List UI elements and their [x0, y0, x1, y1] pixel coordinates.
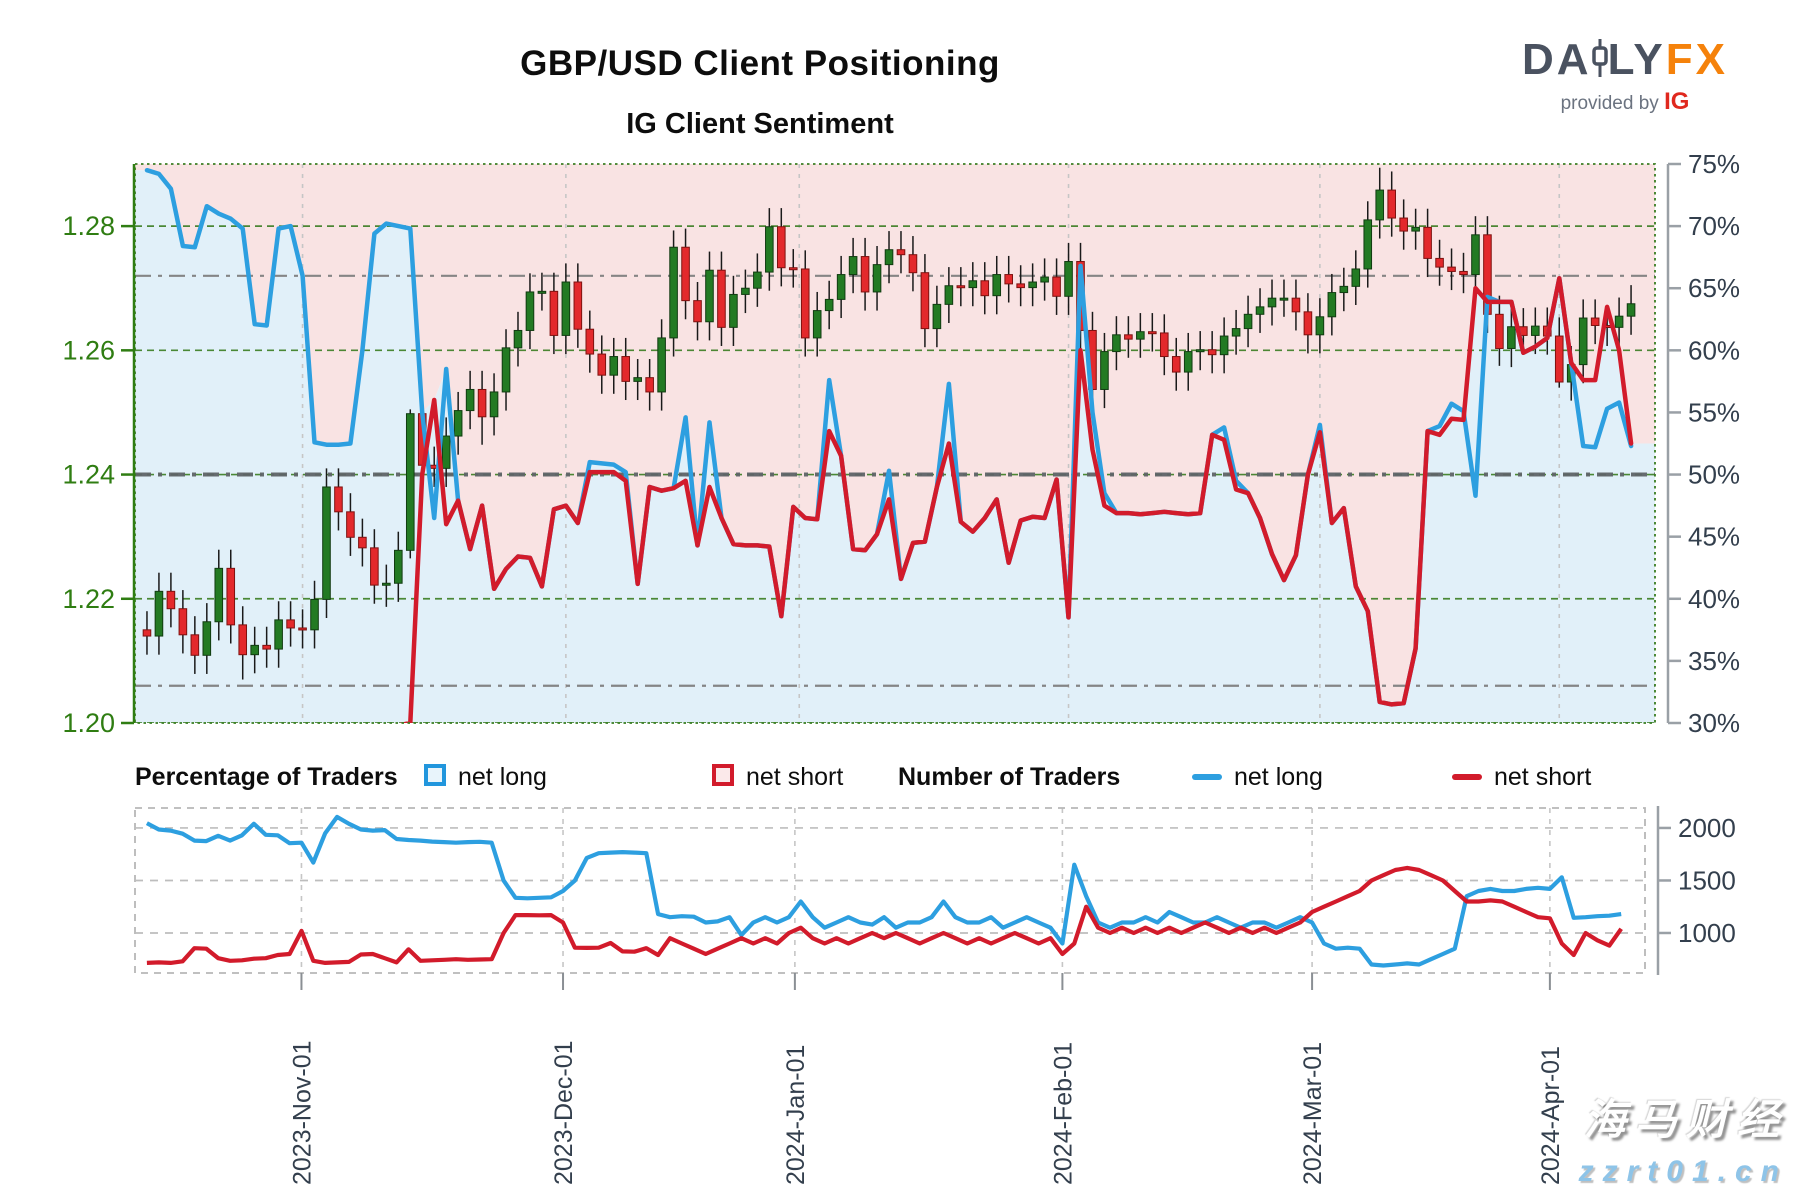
net-long-swatch-icon: [424, 764, 446, 786]
svg-text:2023-Nov-01: 2023-Nov-01: [288, 1040, 316, 1185]
logo-provided-by: provided by IG: [1560, 88, 1690, 115]
svg-text:2000: 2000: [1678, 813, 1736, 843]
svg-text:2024-Mar-01: 2024-Mar-01: [1299, 1042, 1327, 1185]
net-short-line-icon: [1452, 774, 1482, 780]
legend-count-net-short: net short: [1494, 763, 1592, 791]
legend-pct-net-long: net long: [458, 763, 547, 791]
svg-text:2024-Apr-01: 2024-Apr-01: [1537, 1046, 1565, 1185]
svg-text:1.24: 1.24: [62, 460, 115, 490]
svg-text:2024-Feb-01: 2024-Feb-01: [1049, 1042, 1077, 1185]
svg-text:70%: 70%: [1688, 211, 1740, 241]
svg-text:50%: 50%: [1688, 460, 1740, 490]
chart-subtitle: IG Client Sentiment: [626, 108, 894, 140]
svg-text:65%: 65%: [1688, 273, 1740, 303]
svg-text:2023-Dec-01: 2023-Dec-01: [550, 1040, 578, 1185]
svg-text:1.28: 1.28: [62, 211, 115, 241]
svg-text:1.20: 1.20: [62, 708, 115, 738]
watermark-line1: 海马财经: [1583, 1096, 1788, 1143]
logo-text-fx: FX: [1665, 35, 1728, 84]
ig-logo: IG: [1664, 88, 1690, 115]
net-long-line-icon: [1192, 774, 1222, 780]
legend-pct-net-short: net short: [746, 763, 844, 791]
chart-legend: Percentage of Traders net long net short…: [0, 752, 1800, 802]
svg-text:1500: 1500: [1678, 865, 1736, 895]
legend-number-of-traders: Number of Traders: [898, 763, 1121, 791]
svg-text:40%: 40%: [1688, 584, 1740, 614]
logo-text-da: DA: [1522, 35, 1592, 84]
svg-text:35%: 35%: [1688, 646, 1740, 676]
svg-text:2024-Jan-01: 2024-Jan-01: [782, 1045, 810, 1185]
svg-text:60%: 60%: [1688, 335, 1740, 365]
svg-text:1000: 1000: [1678, 918, 1736, 948]
dailyfx-logo: DA LYFX provided by IG: [1475, 38, 1775, 116]
legend-count-net-long: net long: [1234, 763, 1323, 791]
svg-text:30%: 30%: [1688, 708, 1740, 738]
logo-text-ly: LY: [1607, 35, 1666, 84]
candlestick-icon: [1591, 38, 1608, 78]
svg-text:45%: 45%: [1688, 522, 1740, 552]
page-title: GBP/USD Client Positioning: [520, 44, 1000, 83]
watermark: 海马财经 zzrt01.cn: [1188, 1086, 1788, 1189]
watermark-line2: zzrt01.cn: [1578, 1155, 1788, 1188]
svg-text:55%: 55%: [1688, 397, 1740, 427]
svg-text:75%: 75%: [1688, 149, 1740, 179]
net-short-swatch-icon: [712, 764, 734, 786]
legend-percentage-of-traders: Percentage of Traders: [135, 763, 398, 791]
svg-text:1.26: 1.26: [62, 335, 115, 365]
svg-text:1.22: 1.22: [62, 584, 115, 614]
dailyfx-wordmark: DA LYFX: [1475, 38, 1775, 82]
